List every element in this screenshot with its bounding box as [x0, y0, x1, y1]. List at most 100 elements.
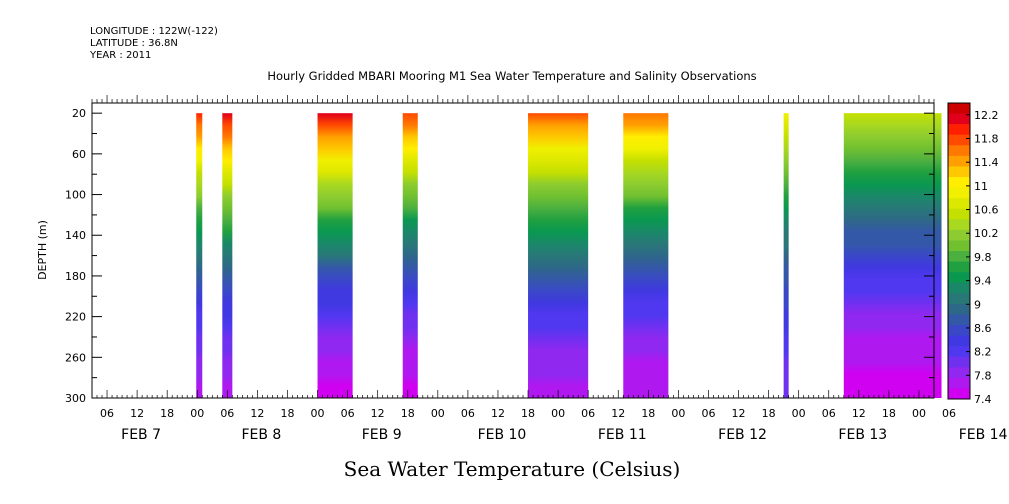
data-block-5 — [623, 113, 669, 398]
x-hour-label: 06 — [581, 407, 595, 420]
x-day-label: FEB 7 — [121, 427, 161, 443]
colorbar-swatch — [948, 346, 970, 358]
y-tick-label: 140 — [65, 229, 86, 242]
x-hour-label: 06 — [942, 407, 956, 420]
colorbar-tick-label: 9.8 — [974, 251, 992, 264]
colorbar-swatch — [948, 377, 970, 389]
colorbar-swatch — [948, 388, 970, 400]
data-block-3 — [402, 113, 418, 398]
colorbar-tick-label: 10.2 — [974, 227, 999, 240]
x-hour-label: 00 — [792, 407, 806, 420]
colorbar-swatch — [948, 240, 970, 252]
x-hour-label: 18 — [521, 407, 535, 420]
x-day-label: FEB 13 — [838, 427, 887, 443]
x-hour-label: 18 — [280, 407, 294, 420]
colorbar-frame — [947, 102, 971, 400]
colorbar-swatch — [948, 272, 970, 284]
colorbar-tick-label: 9.4 — [974, 275, 992, 288]
x-hour-label: 18 — [401, 407, 415, 420]
colorbar-swatch — [948, 155, 970, 167]
x-hour-label: 06 — [461, 407, 475, 420]
y-tick-label: 180 — [65, 270, 86, 283]
x-hour-label: 12 — [491, 407, 505, 420]
colorbar-swatch — [948, 282, 970, 294]
y-tick-label: 20 — [72, 107, 86, 120]
colorbar-label: Sea Water Temperature (Celsius) — [344, 457, 681, 481]
x-hour-label: 00 — [431, 407, 445, 420]
x-day-label: FEB 14 — [959, 427, 1008, 443]
x-hour-label: 00 — [671, 407, 685, 420]
y-tick-label: 100 — [65, 189, 86, 202]
colorbar-swatch — [948, 198, 970, 210]
colorbar-swatch — [948, 325, 970, 337]
colorbar-tick-label: 7.8 — [974, 369, 992, 382]
x-hour-label: 12 — [852, 407, 866, 420]
y-axis-label: DEPTH (m) — [36, 220, 49, 280]
colorbar-swatch — [948, 208, 970, 220]
colorbar-swatch — [948, 124, 970, 136]
colorbar-tick-label: 9 — [974, 298, 981, 311]
x-hour-label: 18 — [762, 407, 776, 420]
colorbar-tick-label: 10.6 — [974, 204, 999, 217]
x-day-label: FEB 12 — [718, 427, 767, 443]
y-tick-label: 260 — [65, 351, 86, 364]
x-hour-label: 00 — [912, 407, 926, 420]
colorbar-swatch — [948, 293, 970, 305]
colorbar-swatch — [948, 134, 970, 146]
x-hour-label: 00 — [311, 407, 325, 420]
y-tick-label: 60 — [72, 148, 86, 161]
x-hour-label: 00 — [551, 407, 565, 420]
colorbar-tick-label: 12.2 — [974, 109, 999, 122]
colorbar-swatch — [948, 367, 970, 379]
x-hour-label: 06 — [220, 407, 234, 420]
x-day-label: FEB 10 — [478, 427, 527, 443]
colorbar-swatch — [948, 219, 970, 231]
colorbar-swatch — [948, 229, 970, 241]
colorbar-swatch — [948, 177, 970, 189]
x-day-label: FEB 11 — [598, 427, 647, 443]
longitude-label: LONGITUDE : 122W(-122) — [90, 26, 218, 37]
x-hour-label: 06 — [100, 407, 114, 420]
data-block-0 — [196, 113, 203, 398]
colorbar-swatch — [948, 356, 970, 368]
x-hour-label: 12 — [371, 407, 385, 420]
x-hour-label: 12 — [250, 407, 264, 420]
colorbar-swatch — [948, 166, 970, 178]
x-day-label: FEB 8 — [241, 427, 281, 443]
y-tick-label: 220 — [65, 311, 86, 324]
colorbar-swatch — [948, 113, 970, 125]
x-hour-label: 06 — [822, 407, 836, 420]
plot-frame — [91, 102, 935, 399]
data-block-6 — [783, 113, 789, 398]
x-day-label: FEB 9 — [362, 427, 402, 443]
year-label: YEAR : 2011 — [90, 50, 152, 61]
colorbar-tick-label: 11.8 — [974, 133, 999, 146]
x-hour-label: 12 — [732, 407, 746, 420]
colorbar-swatch — [948, 103, 970, 115]
chart-title: Hourly Gridded MBARI Mooring M1 Sea Wate… — [267, 69, 756, 83]
data-block-1 — [222, 113, 233, 398]
colorbar-swatch — [948, 303, 970, 315]
colorbar-tick-label: 8.6 — [974, 322, 992, 335]
colorbar-tick-label: 7.4 — [974, 393, 992, 406]
data-block-2 — [317, 113, 353, 398]
x-hour-label: 18 — [641, 407, 655, 420]
colorbar-swatch — [948, 187, 970, 199]
x-hour-label: 00 — [190, 407, 204, 420]
colorbar-tick-label: 11.4 — [974, 156, 999, 169]
x-hour-label: 18 — [882, 407, 896, 420]
data-block-4 — [528, 113, 589, 398]
data-block-7 — [843, 113, 942, 398]
colorbar-swatch — [948, 335, 970, 347]
colorbar-swatch — [948, 251, 970, 263]
y-tick-label: 300 — [65, 392, 86, 405]
x-hour-label: 12 — [611, 407, 625, 420]
colorbar-swatch — [948, 314, 970, 326]
colorbar-tick-label: 11 — [974, 180, 988, 193]
colorbar-tick-label: 8.2 — [974, 346, 992, 359]
colorbar-swatch — [948, 261, 970, 273]
latitude-label: LATITUDE : 36.8N — [90, 38, 178, 49]
x-hour-label: 06 — [341, 407, 355, 420]
x-hour-label: 06 — [701, 407, 715, 420]
